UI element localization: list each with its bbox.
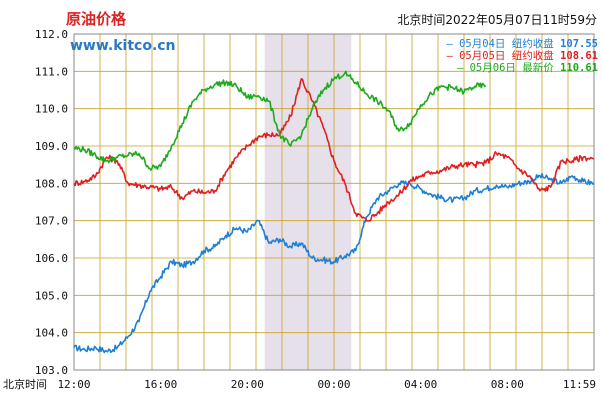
x-axis-label: 北京时间 [3,377,47,391]
legend-label: 最新价 [522,61,560,74]
y-tick-label: 110.0 [35,103,68,116]
y-tick-label: 112.0 [35,28,68,41]
x-tick-label: 12:00 [57,378,90,391]
y-tick-label: 109.0 [35,140,68,153]
chart-title: 原油价格 [66,10,127,28]
plot-frame [73,33,595,371]
y-axis-ticks: 112.0 111.0 110.0 109.0 108.0 107.0 106.0 105.0… [35,28,68,377]
x-tick-label: 11:59 [563,378,596,391]
y-tick-label: 107.0 [35,215,68,228]
y-tick-label: 108.0 [35,177,68,190]
y-tick-label: 106.0 [35,252,68,265]
series-line-1 [73,173,595,354]
x-tick-label: 16:00 [144,378,177,391]
x-axis-ticks: 12:00 16:00 20:00 00:00 04:00 08:00 11:59 [57,378,596,391]
series-line-2 [73,78,595,222]
y-tick-label: 103.0 [35,364,68,377]
timestamp: 北京时间2022年05月07日11时59分 [397,13,597,27]
legend-date: – 05月04日 [446,38,511,50]
y-tick-label: 104.0 [35,327,68,340]
site-link[interactable]: www.kitco.cn [70,38,176,54]
legend: – 05月04日 纽约收盘 107.55– 05月05日 纽约收盘 108.61… [446,37,598,74]
legend-value: 108.61 [560,50,598,62]
legend-label: 纽约收盘 [512,37,560,50]
legend-date: – 05月05日 [446,50,511,62]
series-line-3 [73,70,487,171]
x-tick-label: 04:00 [404,378,437,391]
x-tick-label: 08:00 [491,378,524,391]
x-tick-label: 20:00 [231,378,264,391]
y-tick-label: 111.0 [35,65,68,78]
grid [74,34,594,370]
x-tick-label: 00:00 [317,378,350,391]
legend-item: – 05月06日 最新价 110.61 [457,61,598,74]
series-lines [73,70,595,354]
legend-label: 纽约收盘 [512,49,560,62]
legend-value: 107.55 [560,38,598,50]
y-tick-label: 105.0 [35,289,68,302]
legend-item: – 05月04日 纽约收盘 107.55 [446,37,598,50]
legend-date: – 05月06日 [457,62,522,74]
legend-value: 110.61 [560,62,598,74]
legend-item: – 05月05日 纽约收盘 108.61 [446,49,598,62]
